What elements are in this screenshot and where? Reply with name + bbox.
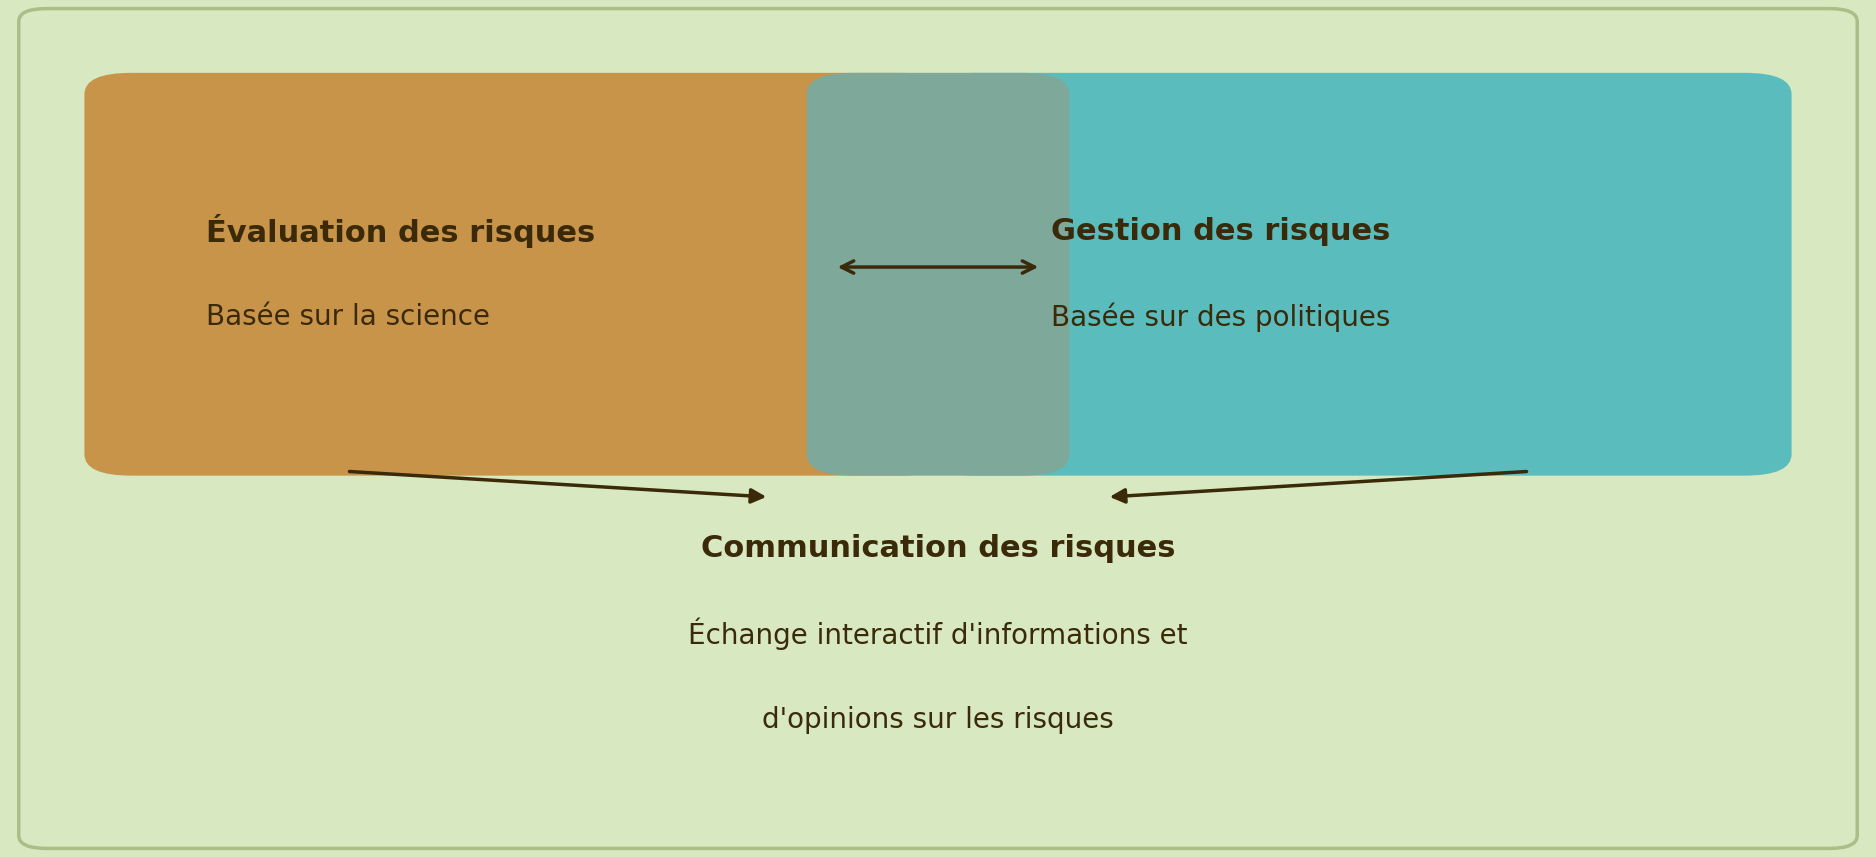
- Text: Basée sur la science: Basée sur la science: [206, 303, 490, 332]
- Text: Basée sur des politiques: Basée sur des politiques: [1051, 303, 1390, 333]
- Text: Évaluation des risques: Évaluation des risques: [206, 214, 595, 248]
- Text: Gestion des risques: Gestion des risques: [1051, 217, 1390, 246]
- Text: Communication des risques: Communication des risques: [702, 534, 1174, 563]
- Text: d'opinions sur les risques: d'opinions sur les risques: [762, 706, 1114, 734]
- FancyBboxPatch shape: [929, 73, 1792, 476]
- FancyBboxPatch shape: [19, 9, 1857, 848]
- FancyBboxPatch shape: [807, 73, 1069, 476]
- FancyBboxPatch shape: [84, 73, 947, 476]
- Text: Échange interactif d'informations et: Échange interactif d'informations et: [688, 618, 1188, 650]
